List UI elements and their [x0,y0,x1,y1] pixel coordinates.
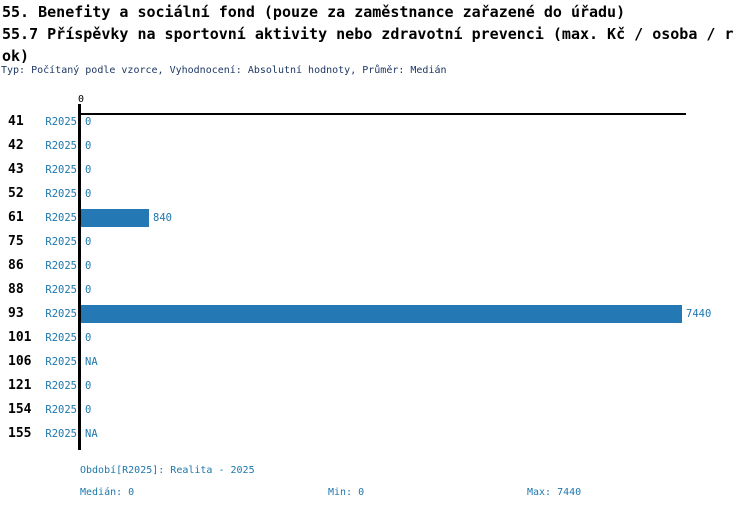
section-title: 55. Benefity a sociální fond (pouze za z… [2,3,626,21]
chart-row: 52 R2025 0 [0,182,750,206]
chart-row: 86 R2025 0 [0,254,750,278]
row-value-label: 0 [85,164,92,176]
row-series-label: R2025 [45,236,77,248]
row-value-label: 0 [85,188,92,200]
row-category-label: 101 [8,330,32,345]
row-category-label: 52 [8,186,24,201]
row-series-label: R2025 [45,332,77,344]
x-axis-line [78,113,686,115]
row-value-label: 0 [85,380,92,392]
chart-row: 88 R2025 0 [0,278,750,302]
row-series-label: R2025 [45,116,77,128]
x-axis-tick-label: 0 [77,94,85,105]
min-stat: Min: 0 [328,487,365,498]
row-series-label: R2025 [45,212,77,224]
row-category-label: 106 [8,354,32,369]
row-value-label: 7440 [686,308,712,320]
row-series-label: R2025 [45,404,77,416]
row-category-label: 75 [8,234,24,249]
row-value-label: 0 [85,404,92,416]
row-series-label: R2025 [45,380,77,392]
chart-row: 43 R2025 0 [0,158,750,182]
chart-row: 75 R2025 0 [0,230,750,254]
row-value-label: 0 [85,236,92,248]
chart-row: 41 R2025 0 [0,110,750,134]
value-bar [81,305,682,323]
row-value-label: 0 [85,284,92,296]
row-category-label: 43 [8,162,24,177]
row-category-label: 93 [8,306,24,321]
row-value-label: 0 [85,260,92,272]
row-category-label: 42 [8,138,24,153]
row-category-label: 121 [8,378,32,393]
indicator-meta: Typ: Počítaný podle vzorce, Vyhodnocení:… [1,65,447,76]
row-series-label: R2025 [45,164,77,176]
row-series-label: R2025 [45,356,77,368]
row-value-label: 840 [153,212,172,224]
row-category-label: 155 [8,426,32,441]
chart-row: 61 R2025 840 [0,206,750,230]
row-value-label: NA [85,428,98,440]
row-category-label: 88 [8,282,24,297]
bar-chart: 0 41 R2025 0 42 R2025 0 43 R2025 0 52 R2025 0 61 R202… [0,94,750,450]
period-label: Období[R2025]: Realita - 2025 [80,465,255,476]
y-axis-line [78,104,81,450]
median-stat: Medián: 0 [80,487,135,498]
row-category-label: 86 [8,258,24,273]
row-category-label: 61 [8,210,24,225]
row-series-label: R2025 [45,308,77,320]
chart-row: 106 R2025 NA [0,350,750,374]
indicator-title-line2: ok) [2,47,30,65]
row-value-label: NA [85,356,98,368]
value-bar [81,209,149,227]
row-value-label: 0 [85,140,92,152]
row-series-label: R2025 [45,284,77,296]
indicator-title-line1: 55.7 Příspěvky na sportovní aktivity neb… [2,25,734,43]
row-category-label: 41 [8,114,24,129]
chart-row: 121 R2025 0 [0,374,750,398]
chart-row: 42 R2025 0 [0,134,750,158]
row-value-label: 0 [85,116,92,128]
chart-row: 93 R2025 7440 [0,302,750,326]
row-series-label: R2025 [45,428,77,440]
row-series-label: R2025 [45,140,77,152]
row-series-label: R2025 [45,260,77,272]
row-value-label: 0 [85,332,92,344]
chart-row: 154 R2025 0 [0,398,750,422]
chart-row: 155 R2025 NA [0,422,750,446]
max-stat: Max: 7440 [527,487,582,498]
chart-row: 101 R2025 0 [0,326,750,350]
row-category-label: 154 [8,402,32,417]
row-series-label: R2025 [45,188,77,200]
